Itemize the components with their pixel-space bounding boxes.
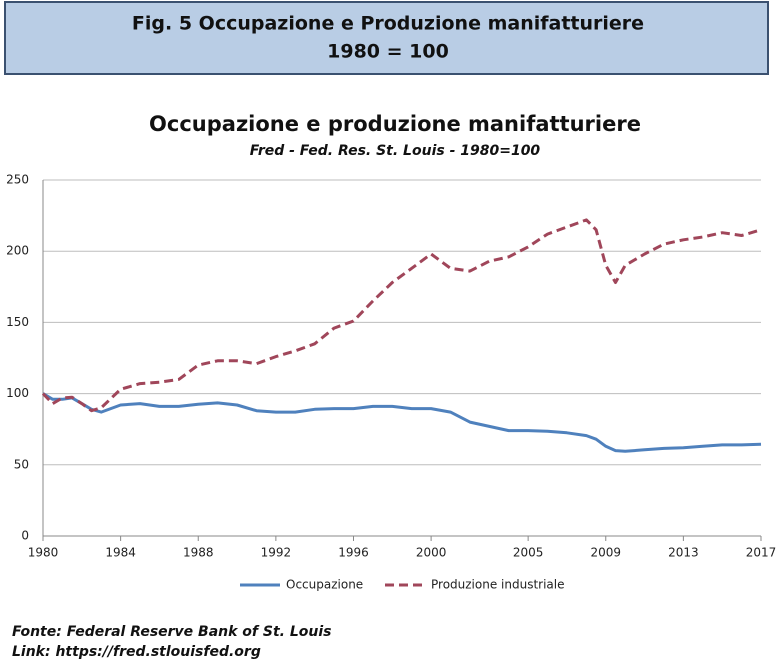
x-tick-label: 1992 (261, 546, 292, 560)
y-tick-label: 250 (6, 173, 29, 187)
legend-label: Occupazione (286, 578, 363, 592)
x-tick-label: 1980 (28, 546, 59, 560)
footer-source: Fonte: Federal Reserve Bank of St. Louis (12, 624, 332, 640)
chart-title: Occupazione e produzione manifatturiere (149, 112, 641, 136)
header-box (4, 1, 769, 75)
x-tick-label: 1988 (183, 546, 214, 560)
y-tick-label: 0 (21, 529, 29, 543)
series-line (42, 392, 762, 453)
x-tick-label: 1984 (105, 546, 136, 560)
y-tick-label: 200 (6, 244, 29, 258)
chart-subtitle: Fred - Fed. Res. St. Louis - 1980=100 (250, 143, 541, 159)
header-title: Fig. 5 Occupazione e Produzione manifatt… (132, 13, 644, 35)
footer-link: Link: https://fred.stlouisfed.org (12, 644, 261, 660)
y-tick-label: 50 (14, 457, 29, 471)
y-tick-label: 150 (6, 315, 29, 329)
y-tick-label: 100 (6, 386, 29, 400)
x-tick-label: 2013 (668, 546, 699, 560)
legend-label: Produzione industriale (431, 578, 565, 592)
series-line (41, 218, 762, 413)
header-subtitle: 1980 = 100 (327, 41, 449, 63)
x-tick-label: 2000 (416, 546, 447, 560)
x-tick-label: 2009 (590, 546, 621, 560)
x-tick-label: 2005 (513, 546, 544, 560)
x-tick-label: 1996 (338, 546, 369, 560)
x-tick-label: 2017 (746, 546, 776, 560)
